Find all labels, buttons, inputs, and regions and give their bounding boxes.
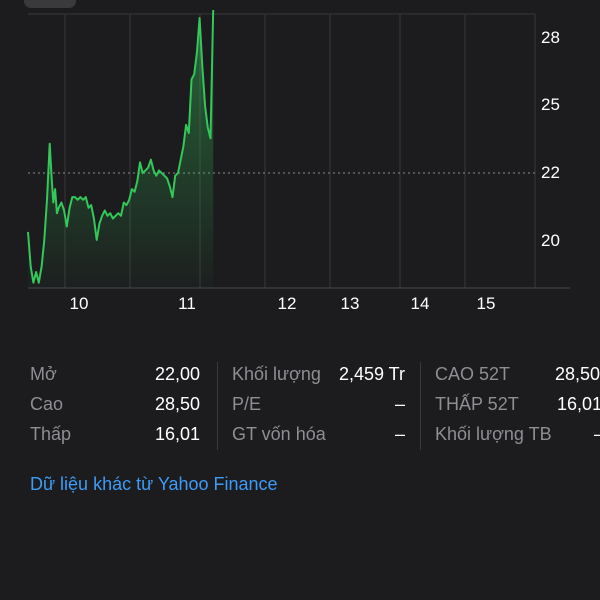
x-tick-label: 15 [477,294,496,313]
y-tick-label: 22 [541,163,560,182]
y-tick-label: 28 [541,28,560,47]
stat-value-high: 28,50 [154,394,200,414]
stats-divider [420,362,421,450]
stat-value-market-cap: – [394,424,405,444]
price-area-fill [28,10,214,288]
price-line [27,9,215,284]
x-tick-label: 12 [278,294,297,313]
stat-value-low: 16,01 [154,424,200,444]
stat-label-market-cap: GT vốn hóa [232,424,326,444]
stat-value-open: 22,00 [154,364,200,384]
stat-label-volume: Khối lượng [232,364,321,384]
stat-value-pe: – [394,394,405,414]
x-tick-label: 14 [411,294,430,313]
stat-label-52w-low: THẤP 52T [435,394,519,414]
stat-label-open: Mở [30,364,57,384]
y-tick-label: 25 [541,95,560,114]
stat-value-52w-high: 28,50 [555,364,600,384]
x-tick-label: 11 [178,294,196,313]
top-control-pill[interactable] [24,0,76,8]
stat-value-52w-low: 16,01 [557,394,600,414]
stat-label-pe: P/E [232,394,262,414]
stats-divider [217,362,218,450]
stat-label-low: Thấp [30,424,72,444]
x-tick-label: 13 [341,294,360,313]
x-tick-label: 10 [70,294,89,313]
stat-label-high: Cao [30,394,64,414]
stat-label-avg-volume: Khối lượng TB [435,424,552,444]
yahoo-finance-link[interactable]: Dữ liệu khác từ Yahoo Finance [30,474,278,494]
chart-series [27,9,215,288]
y-axis-ticks: 28 25 22 20 [541,28,560,250]
stat-value-avg-volume: – [594,424,600,445]
stat-label-52w-high: CAO 52T [435,364,511,384]
stats-panel: Mở 22,00 Cao 28,50 Thấp 16,01 Khối lượng… [0,362,600,452]
stat-value-volume: 2,459 Tr [338,364,405,384]
y-tick-label: 20 [541,231,560,250]
x-axis-ticks: 10 11 12 13 14 15 [70,294,496,313]
price-chart: 10 11 12 13 14 15 28 25 22 20 [27,9,570,313]
